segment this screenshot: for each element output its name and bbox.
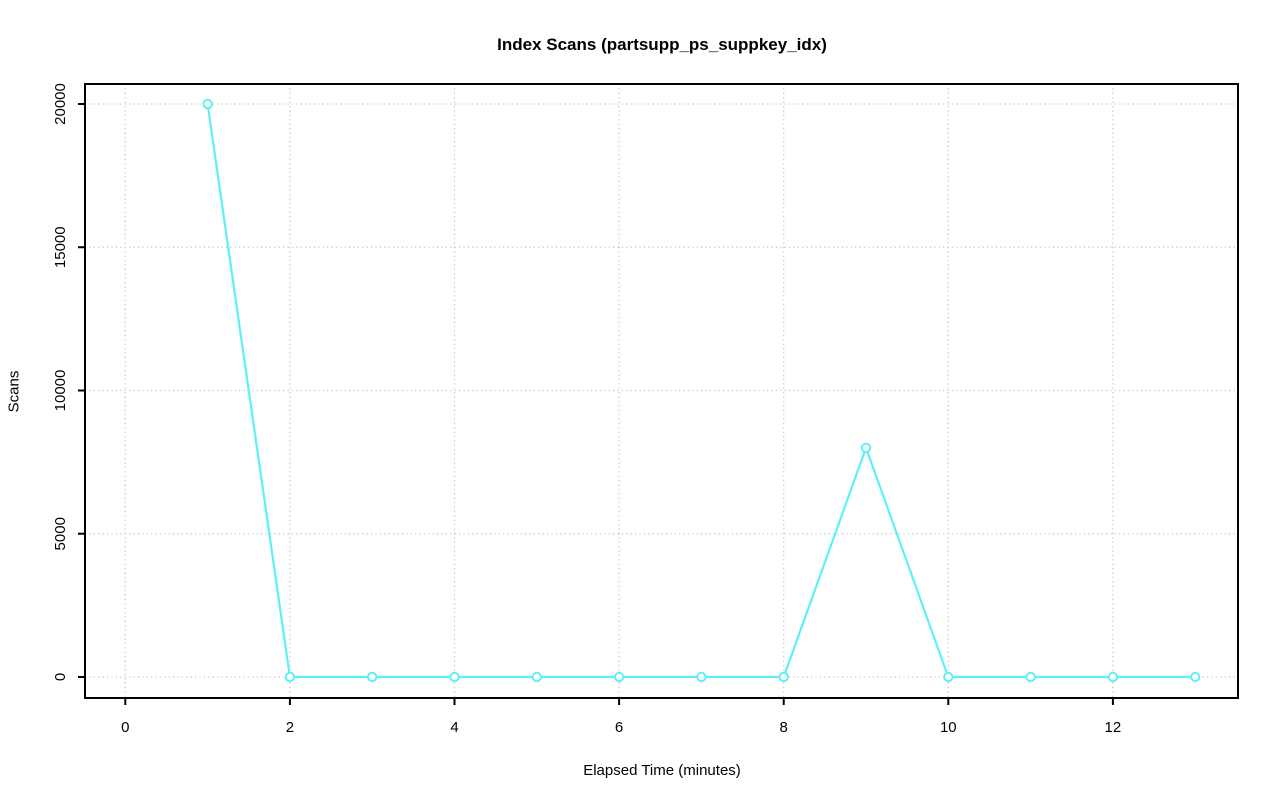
x-tick-label: 8 [780,719,788,736]
data-point [613,671,625,683]
data-point [284,671,296,683]
y-tick-label: 0 [52,673,69,681]
data-point [1190,671,1201,683]
y-tick-label: 15000 [52,226,69,268]
data-point [531,671,542,683]
x-tick-label: 12 [1105,719,1122,736]
data-point [778,671,789,683]
data-point [943,671,954,683]
y-tick-label: 5000 [52,517,69,550]
y-tick-label: 20000 [52,83,69,125]
data-point [1107,671,1119,683]
data-point [367,671,378,683]
x-tick-label: 10 [940,719,957,736]
data-point [202,98,213,110]
chart-title: Index Scans (partsupp_ps_suppkey_idx) [497,35,827,54]
x-tick-label: 4 [450,719,458,736]
x-tick-label: 2 [286,719,294,736]
data-point [860,442,872,453]
x-axis-label: Elapsed Time (minutes) [583,762,741,779]
x-tick-label: 6 [615,719,623,736]
data-point [696,671,707,683]
x-tick-label: 0 [121,719,129,736]
data-point [1025,671,1036,683]
data-point [449,671,460,683]
y-tick-label: 10000 [52,370,69,412]
